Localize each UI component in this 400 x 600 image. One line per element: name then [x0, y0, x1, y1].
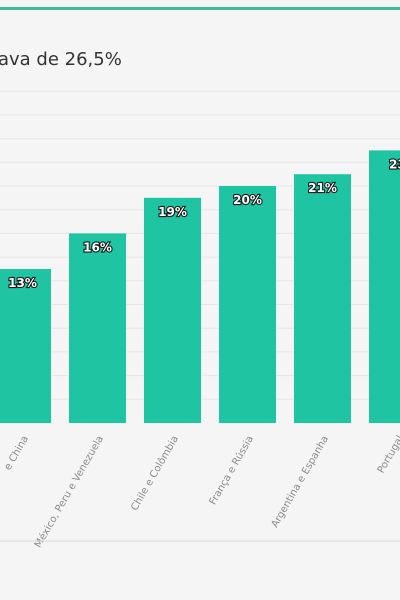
top-accent-rule	[0, 0, 400, 10]
data-labels: 13% 16% 19% 20% 21% 23	[7, 156, 400, 291]
chart-title: ava de 26,5%	[0, 49, 122, 70]
x-tick-label: Portugal	[376, 434, 400, 475]
x-tick-label: México, Peru e Venezuela	[32, 434, 106, 550]
bar	[144, 197, 201, 423]
data-label: 13%	[8, 276, 37, 290]
x-tick-label: Argentina e Espanha	[270, 434, 332, 530]
bar	[369, 150, 400, 423]
data-label: 16%	[83, 240, 112, 254]
data-label: 23	[389, 157, 400, 171]
data-label: 21%	[308, 181, 337, 195]
data-label: 19%	[158, 205, 187, 219]
bar-series	[0, 150, 400, 423]
bar	[219, 186, 276, 423]
x-tick-label: e China	[3, 434, 31, 472]
x-tick-label: França e Rússia	[207, 434, 256, 507]
bar	[0, 269, 51, 423]
bar	[69, 233, 126, 423]
x-axis-tick-labels: e China México, Peru e Venezuela Chile e C…	[3, 434, 400, 550]
data-label: 20%	[233, 193, 262, 207]
x-tick-label: Chile e Colômbia	[128, 434, 181, 513]
bar	[294, 174, 351, 423]
